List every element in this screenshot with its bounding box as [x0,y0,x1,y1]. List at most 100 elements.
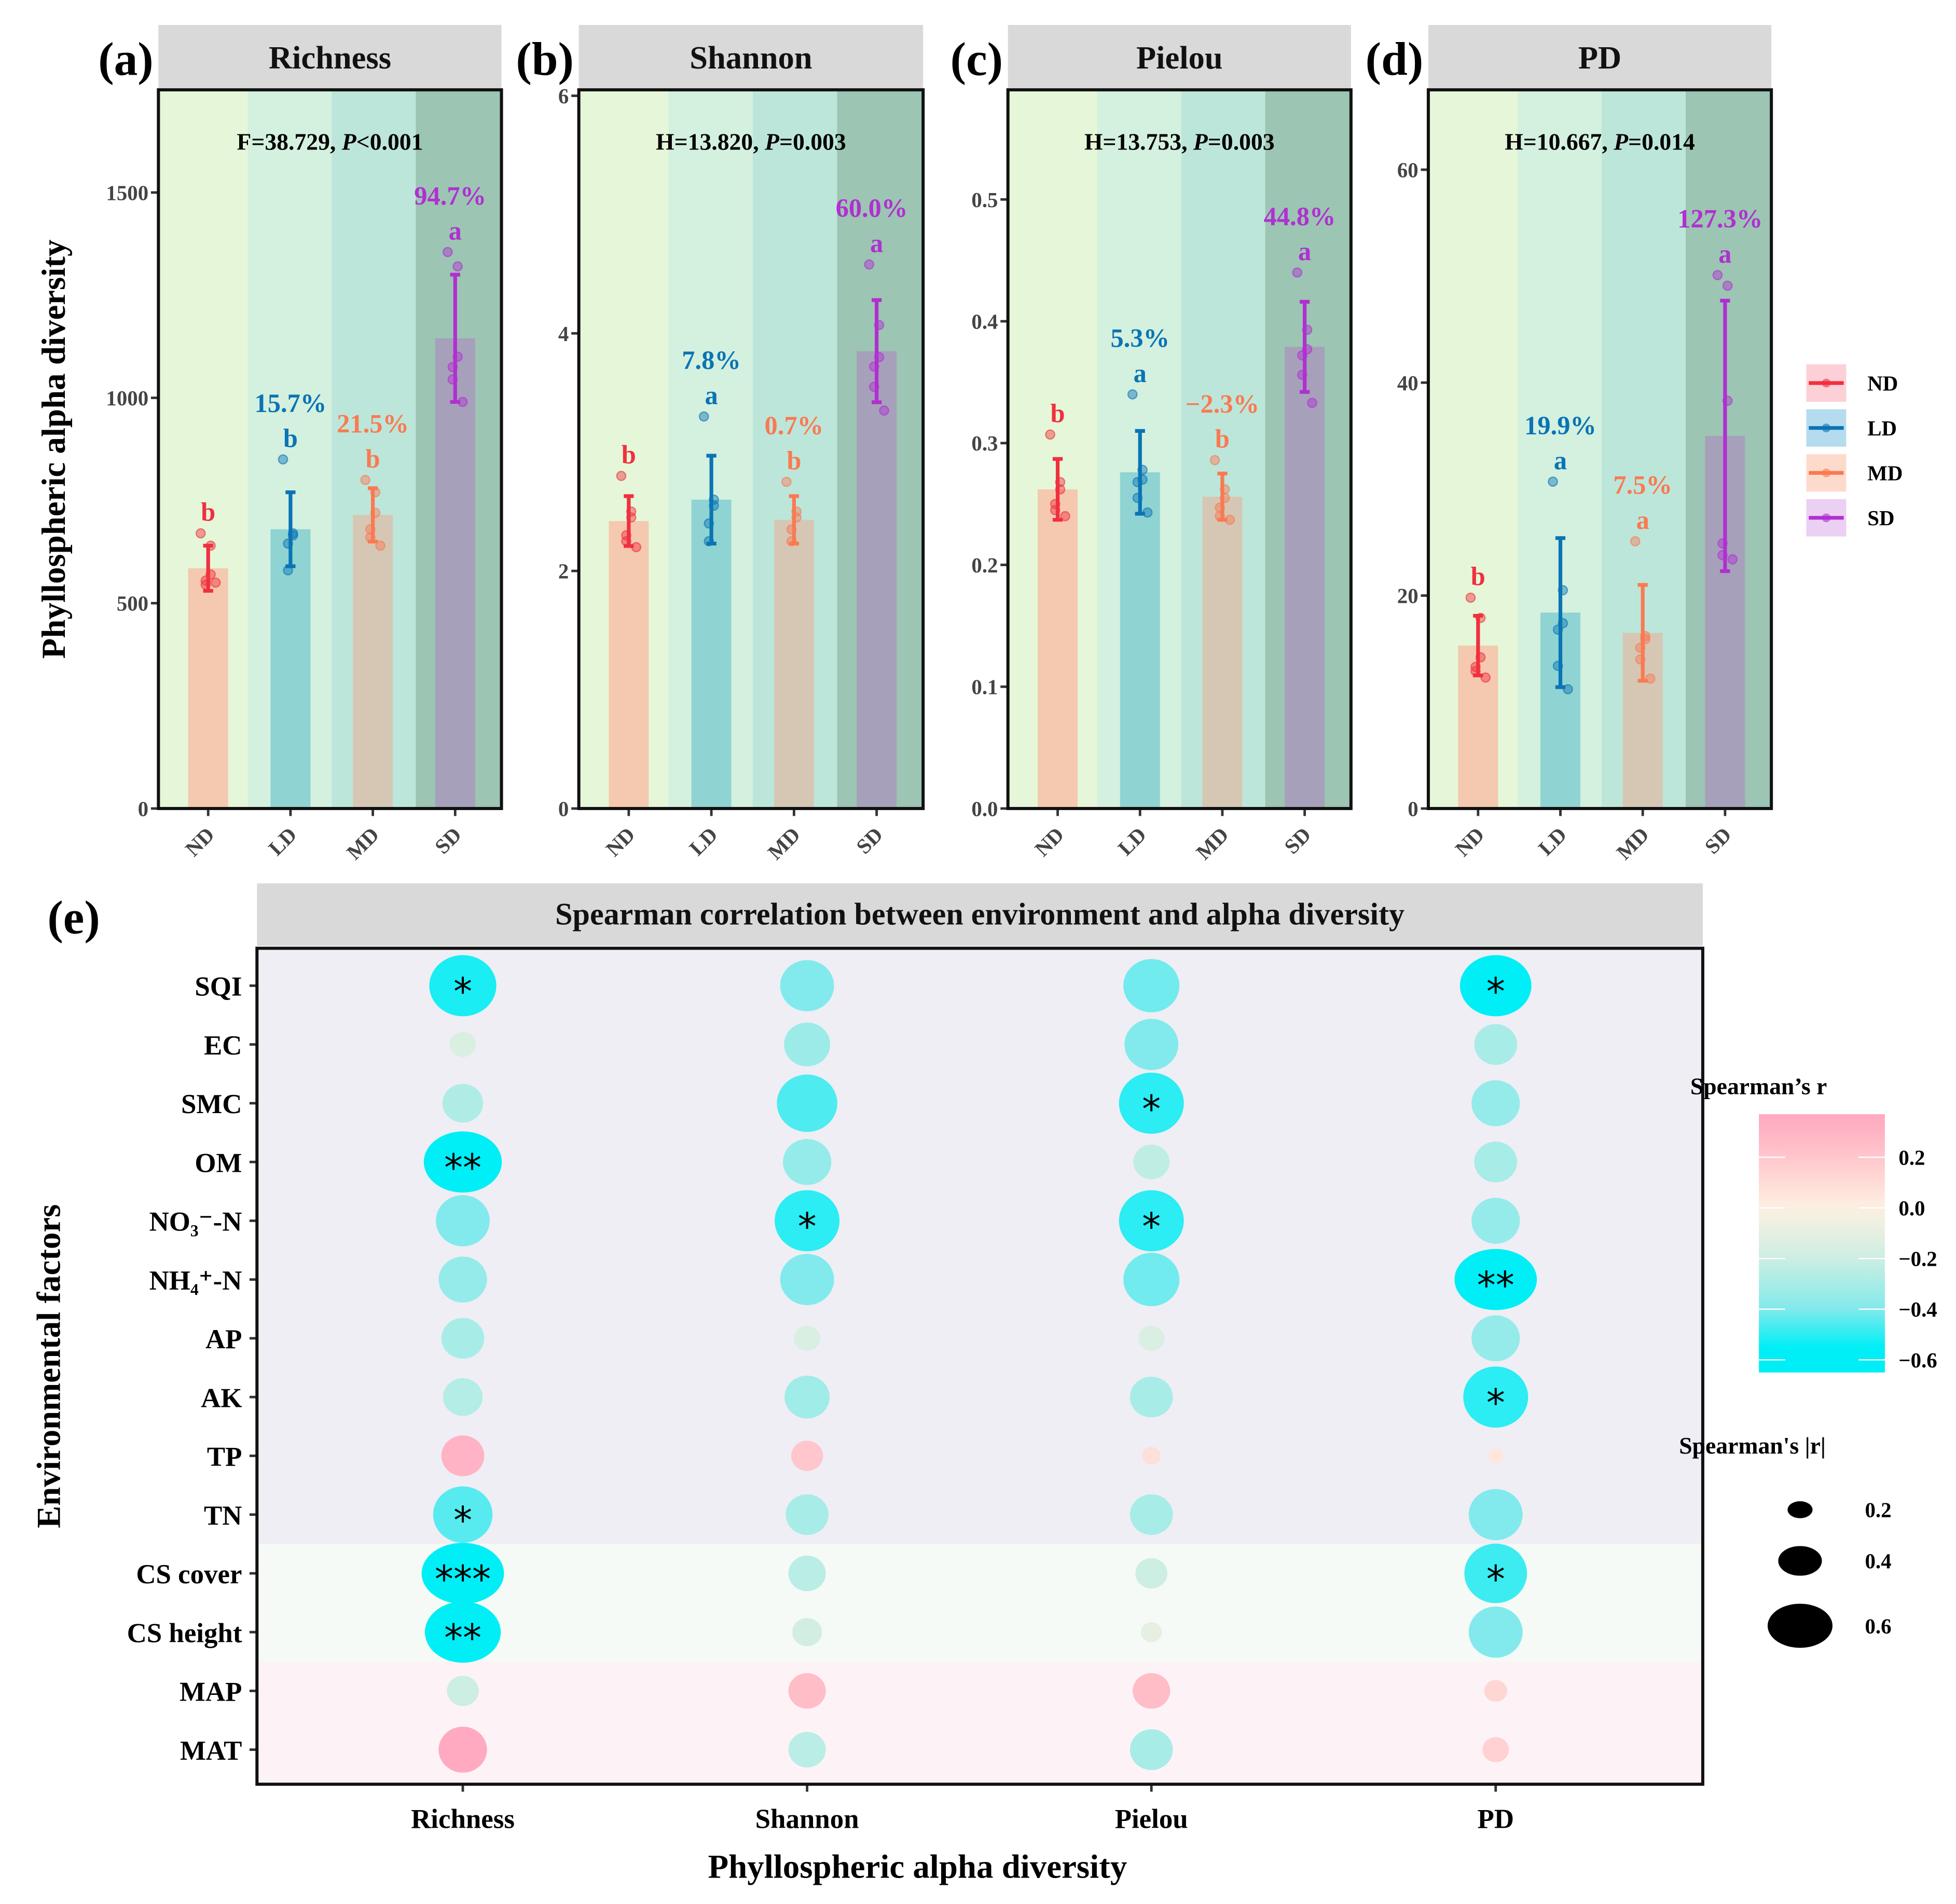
data-point-md [1630,536,1641,546]
data-point-ld [1563,684,1573,695]
correlation-circle [449,1032,476,1057]
stat-test-label: H=13.753, P=0.003 [1084,129,1275,155]
data-point-sd [1292,267,1303,278]
error-bar-sd [1720,298,1730,573]
correlation-circle [791,1441,823,1471]
correlation-circle [1464,1543,1527,1604]
significance-letter-md: a [1636,505,1649,535]
correlation-circle [423,1131,502,1193]
stat-p-value: =0.014 [1628,129,1695,155]
data-point-sd [1722,280,1733,291]
legend-point [1822,423,1831,433]
panel-label: (d) [1366,33,1424,85]
y-tick-label: 0 [138,797,148,820]
correlation-circle [1471,1080,1520,1127]
stat-test-label: H=13.820, P=0.003 [656,129,846,155]
percent-change-md: 7.5% [1613,471,1672,500]
y-tick-label: 0.2 [971,554,998,577]
data-point-nd [210,577,221,588]
column-label: Pielou [1115,1804,1188,1834]
row-label: MAP [180,1677,242,1707]
heatmap-title: Spearman correlation between environment… [555,897,1404,932]
significance-letter-ld: a [705,381,718,410]
error-bar-sd [872,298,882,404]
significance-stars: * [1486,970,1505,1013]
x-tick-label: SD [852,823,888,858]
significance-stars: * [1486,1381,1505,1425]
y-tick-label: 0 [558,797,569,820]
bar-md [774,519,814,809]
plot-frame [1426,88,1773,811]
data-point-md [360,475,371,485]
legend-point [1822,378,1831,388]
percent-change-sd: 60.0% [836,194,908,223]
legend-label: LD [1867,417,1897,440]
y-tick-label: 2 [558,560,569,583]
data-point-nd [1045,429,1056,440]
stat-p-label: P [341,129,357,155]
row-label: CS height [127,1618,242,1648]
panel-strip [1008,25,1351,90]
y-tick-label: 1500 [106,181,148,204]
panel-label: (a) [98,33,154,85]
percent-change-md: 21.5% [337,409,409,439]
row-label: TP [207,1442,242,1472]
significance-stars: * [453,1499,472,1543]
row-label: MAT [180,1736,242,1766]
correlation-circle [443,1378,483,1416]
bar-md [1202,497,1243,809]
significance-letter-sd: a [449,216,462,245]
correlation-circle [1133,1144,1170,1180]
stat-value: F=38.729, [237,129,341,155]
panel-title: Pielou [1136,39,1223,76]
error-bar-ld [1555,536,1566,689]
significance-stars: *** [435,1558,491,1601]
correlation-circle [1129,1494,1173,1535]
significance-stars: ** [444,1146,481,1190]
plot-frame [157,88,503,811]
correlation-circle [1474,1141,1518,1183]
correlation-circle [780,960,834,1011]
correlation-circle [1463,1366,1528,1428]
row-label: AK [201,1383,242,1413]
panel-strip [158,25,502,90]
data-point-sd [1712,270,1723,280]
plot-frame [255,947,1704,1786]
panel-label: (c) [951,33,1003,85]
significance-letter-nd: b [1471,562,1485,591]
error-bar-md [789,494,799,546]
column-label: Shannon [755,1804,859,1834]
data-point-sd [452,261,463,272]
bar-ld [270,529,311,809]
data-point-sd [1727,554,1738,565]
correlation-circle [421,1542,504,1604]
correlation-circle [788,1673,826,1709]
data-point-nd [1480,672,1491,683]
size-legend-circle [1767,1604,1833,1648]
row-group-soil [257,948,1703,1544]
data-point-nd [1465,592,1476,603]
correlation-circle [447,1676,479,1706]
y-axis-title: Environmental factors [30,1204,67,1528]
y-tick-label: 0 [1408,797,1418,820]
y-tick-label: 0.0 [971,797,998,820]
size-legend-circle [1787,1501,1813,1518]
correlation-circle [1123,959,1180,1012]
significance-letter-ld: b [283,423,298,453]
bar-nd [1038,489,1078,809]
stat-value: H=13.820, [656,129,765,155]
x-tick-label: SD [430,823,466,858]
significance-stars: * [453,970,472,1013]
correlation-circle [786,1494,829,1535]
significance-letter-sd: a [1718,239,1731,268]
correlation-circle [1124,1019,1179,1070]
error-bar-nd [624,494,634,548]
error-bar-md [1217,471,1228,522]
correlation-circle [1454,1249,1537,1310]
data-point-sd [879,405,889,416]
group-legend: ND LD MD SD [1806,364,1903,537]
correlation-circle [438,1256,487,1303]
x-tick-label: LD [1113,823,1151,860]
x-tick-label: SD [1280,823,1316,858]
significance-stars: * [798,1205,817,1249]
